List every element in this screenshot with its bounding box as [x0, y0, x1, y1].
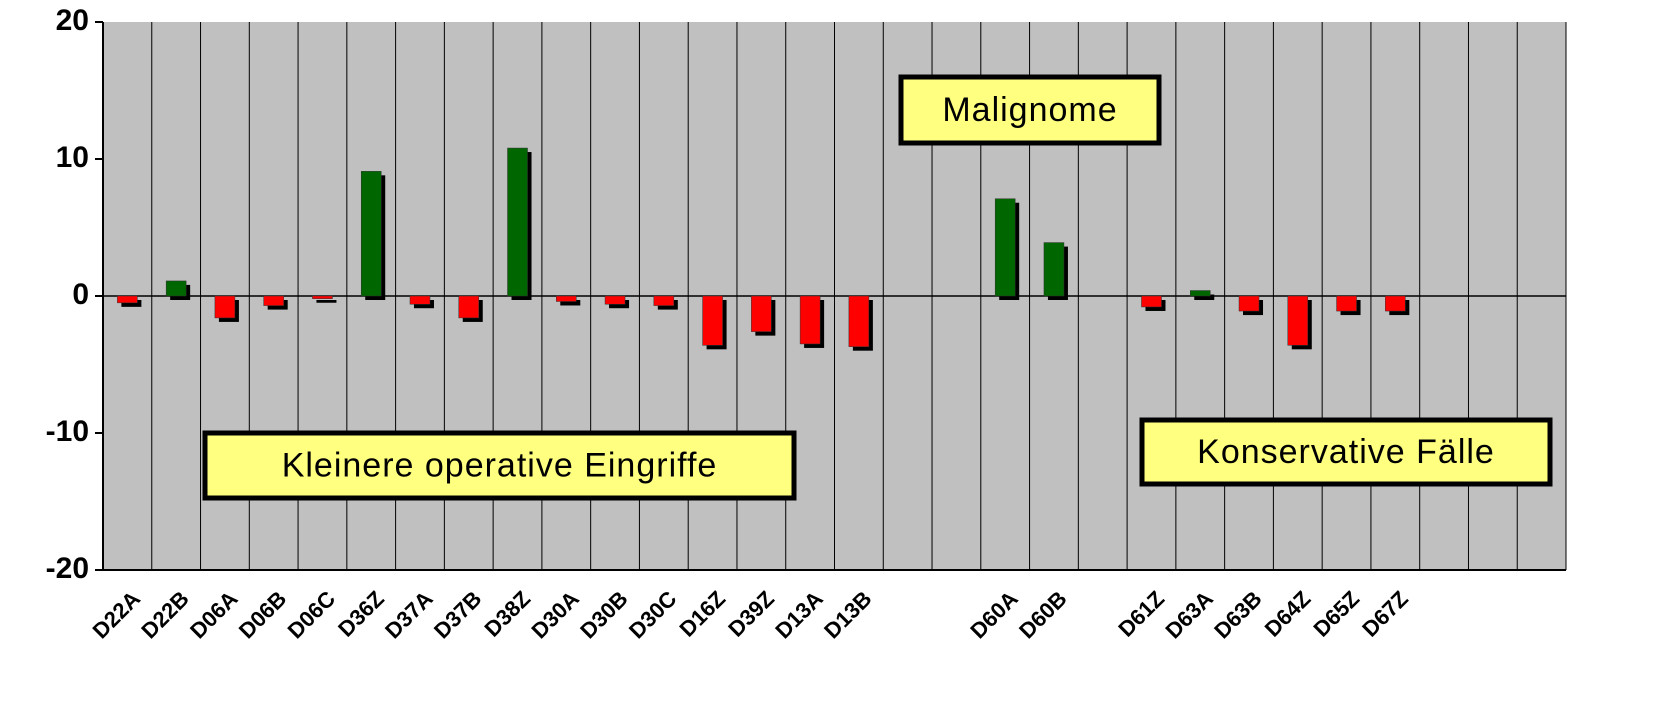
x-tick-label: D36Z	[333, 586, 389, 642]
x-tick-label: D22A	[88, 586, 146, 644]
bar	[1288, 296, 1308, 345]
bar	[166, 281, 186, 296]
x-tick-label: D30A	[526, 586, 584, 644]
bar	[410, 296, 430, 304]
bar	[459, 296, 479, 318]
x-tick-label: D63B	[1209, 586, 1266, 643]
x-tick-label: D16Z	[675, 586, 731, 642]
bar	[264, 296, 284, 306]
bar	[215, 296, 235, 318]
annotation: Konservative Fälle	[1197, 433, 1495, 471]
x-tick-label: D39Z	[723, 586, 779, 642]
bar	[1337, 296, 1357, 311]
bar	[751, 296, 771, 332]
x-tick-label: D37A	[380, 586, 438, 644]
x-tick-label: D06C	[283, 586, 341, 644]
bar	[1044, 243, 1064, 296]
x-tick-label: D22B	[136, 586, 193, 643]
y-tick-label: -10	[46, 415, 89, 448]
bar	[1385, 296, 1405, 311]
bar	[361, 171, 381, 296]
x-tick-label: D13B	[819, 586, 876, 643]
bar	[849, 296, 869, 347]
bar	[1190, 291, 1210, 296]
x-tick-label: D61Z	[1113, 586, 1169, 642]
bar	[117, 296, 137, 303]
bar	[654, 296, 674, 306]
x-tick-label: D06B	[234, 586, 291, 643]
x-tick-label: D30C	[624, 586, 682, 644]
x-tick-label: D38Z	[479, 586, 535, 642]
x-tick-label: D60A	[965, 586, 1023, 644]
bar	[703, 296, 723, 345]
x-tick-label: D67Z	[1357, 586, 1413, 642]
y-tick-label: 20	[56, 4, 89, 37]
chart: -20-1001020D22AD22BD06AD06BD06CD36ZD37AD…	[0, 0, 1671, 704]
bar	[995, 199, 1015, 296]
bar	[508, 148, 528, 296]
y-tick-label: 10	[56, 141, 89, 174]
y-tick-label: 0	[72, 278, 89, 311]
bar-shadow	[316, 300, 336, 303]
x-tick-label: D30B	[575, 586, 632, 643]
annotation: Malignome	[942, 91, 1117, 129]
bar	[556, 296, 576, 301]
x-tick-label: D37B	[429, 586, 486, 643]
x-tick-label: D60B	[1014, 586, 1071, 643]
bar	[605, 296, 625, 304]
annotation: Kleinere operative Eingriffe	[282, 446, 718, 484]
x-tick-label: D64Z	[1260, 586, 1316, 642]
bar	[312, 296, 332, 299]
bar	[1141, 296, 1161, 307]
y-tick-label: -20	[46, 552, 89, 585]
x-tick-label: D13A	[770, 586, 828, 644]
x-tick-label: D06A	[185, 586, 243, 644]
bar	[1239, 296, 1259, 311]
x-tick-label: D63A	[1160, 586, 1218, 644]
bar	[800, 296, 820, 344]
x-tick-label: D65Z	[1308, 586, 1364, 642]
